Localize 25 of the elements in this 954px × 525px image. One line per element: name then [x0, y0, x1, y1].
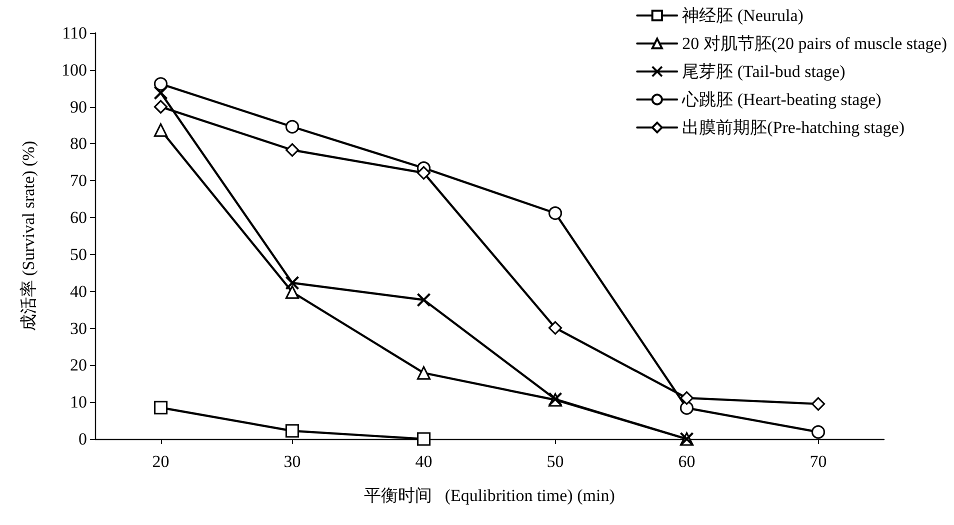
- y-tick-label: 30: [70, 318, 87, 338]
- legend-label: 20 对肌节胚(20 pairs of muscle stage): [682, 34, 948, 53]
- x-tick-label: 60: [678, 452, 696, 471]
- y-tick-label: 90: [70, 97, 87, 116]
- x-tick-label: 30: [284, 452, 301, 471]
- legend-label: 尾芽胚 (Tail-bud stage): [682, 62, 846, 81]
- y-tick-label: 40: [70, 282, 87, 301]
- y-axis-title: 成活率 (Survival srate) (%): [19, 140, 38, 332]
- y-tick-label: 60: [70, 208, 87, 228]
- y-tick-label: 0: [78, 430, 87, 448]
- x-axis-title: 平衡时间 (Equlibrition time) (min): [364, 486, 615, 505]
- y-tick-label: 110: [62, 24, 87, 42]
- x-tick-label: 20: [152, 452, 170, 471]
- y-tick-label: 10: [70, 392, 87, 412]
- legend-label: 出膜前期胚(Pre-hatching stage): [682, 118, 905, 137]
- y-tick-label: 50: [70, 244, 87, 264]
- y-tick-label: 80: [70, 134, 87, 154]
- x-tick-label: 50: [546, 452, 564, 471]
- legend-label: 心跳胚 (Heart-beating stage): [681, 90, 882, 109]
- y-tick-label: 20: [70, 356, 87, 375]
- x-tick-label: 40: [415, 452, 432, 471]
- y-tick-label: 100: [62, 60, 87, 80]
- x-tick-label: 70: [810, 452, 827, 471]
- y-tick-label: 70: [70, 171, 87, 190]
- legend-label: 神经胚 (Neurula): [682, 6, 804, 25]
